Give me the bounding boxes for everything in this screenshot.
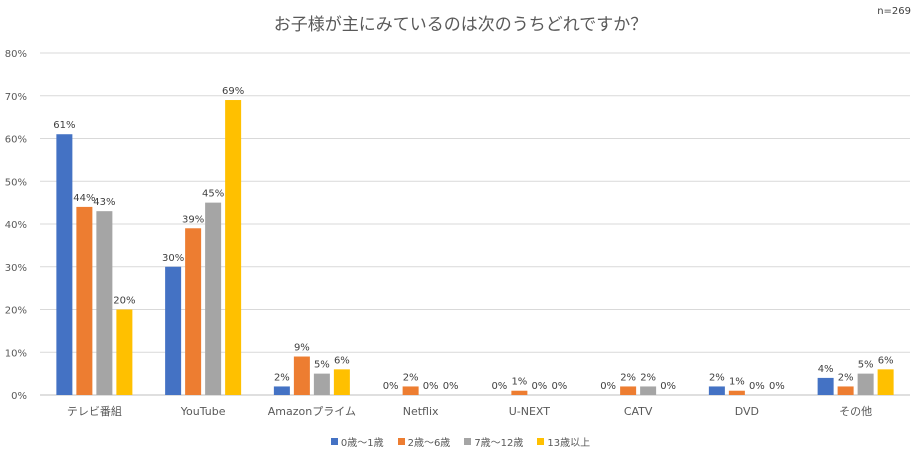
bar <box>205 202 222 395</box>
category-label: Netflix <box>403 405 439 418</box>
legend-swatch-2 <box>464 438 472 445</box>
y-tick-label: 70% <box>5 92 27 103</box>
legend-swatch-1 <box>397 438 405 445</box>
data-label: 5% <box>314 360 330 371</box>
y-tick-label: 10% <box>5 348 27 359</box>
data-label: 39% <box>182 214 204 225</box>
data-label: 0% <box>600 381 616 392</box>
y-tick-label: 20% <box>5 306 27 317</box>
y-tick-label: 50% <box>5 177 27 188</box>
data-label: 44% <box>73 193 95 204</box>
bar <box>728 390 745 395</box>
chart-title: お子様が主にみているのは次のうちどれですか？ <box>273 15 648 35</box>
category-label: YouTube <box>180 405 226 418</box>
data-label: 1% <box>511 377 527 388</box>
data-label: 0% <box>551 381 567 392</box>
category-label: テレビ番組 <box>67 405 122 418</box>
category-label: U-NEXT <box>509 405 551 418</box>
legend-item-2: 7歳〜12歳 <box>464 434 523 449</box>
data-label: 69% <box>222 86 244 97</box>
data-label: 30% <box>162 253 184 264</box>
data-label: 2% <box>709 372 725 383</box>
legend-swatch-3 <box>537 438 545 445</box>
data-label: 6% <box>334 355 350 366</box>
category-label: その他 <box>839 405 872 418</box>
data-label: 2% <box>620 372 636 383</box>
bar <box>708 386 725 395</box>
bar <box>165 266 182 395</box>
data-label: 0% <box>491 381 507 392</box>
data-label: 2% <box>640 372 656 383</box>
bar <box>293 356 310 395</box>
bar <box>76 206 93 395</box>
bar <box>273 386 290 395</box>
data-label: 2% <box>838 372 854 383</box>
bar <box>313 373 330 395</box>
bar <box>96 211 113 395</box>
legend-item-0: 0歳〜1歳 <box>330 434 384 449</box>
legend-label-2: 7歳〜12歳 <box>474 438 524 449</box>
category-label: DVD <box>735 405 759 418</box>
y-tick-label: 80% <box>5 49 27 60</box>
data-label: 1% <box>729 377 745 388</box>
y-tick-label: 30% <box>5 263 27 274</box>
y-tick-label: 40% <box>5 220 27 231</box>
bar <box>116 309 133 395</box>
data-label: 0% <box>769 381 785 392</box>
bar <box>837 386 854 395</box>
bar <box>857 373 874 395</box>
sample-size-note: n=269 <box>877 6 911 17</box>
bar <box>402 386 419 395</box>
data-label: 6% <box>878 355 894 366</box>
legend-item-1: 2歳〜6歳 <box>397 434 451 449</box>
data-label: 20% <box>113 296 135 307</box>
data-label: 9% <box>294 343 310 354</box>
data-label: 5% <box>858 360 874 371</box>
bar <box>511 390 528 395</box>
bar <box>877 369 894 395</box>
data-label: 2% <box>403 372 419 383</box>
bar <box>333 369 350 395</box>
bar <box>56 134 73 395</box>
category-label: Amazonプライム <box>268 405 356 418</box>
data-label: 0% <box>423 381 439 392</box>
legend-swatch-0 <box>330 438 338 445</box>
data-label: 61% <box>53 120 75 131</box>
y-tick-label: 0% <box>11 391 27 402</box>
data-label: 0% <box>531 381 547 392</box>
data-label: 43% <box>93 197 115 208</box>
category-label: CATV <box>624 405 653 418</box>
legend-label-3: 13歳以上 <box>547 438 591 449</box>
bar <box>817 377 834 395</box>
legend-label-1: 2歳〜6歳 <box>407 438 451 449</box>
data-label: 2% <box>274 372 290 383</box>
y-tick-label: 60% <box>5 135 27 146</box>
bar <box>225 100 242 396</box>
bar <box>185 228 202 395</box>
data-label: 0% <box>660 381 676 392</box>
bar <box>620 386 637 395</box>
data-label: 0% <box>749 381 765 392</box>
legend-item-3: 13歳以上 <box>537 434 590 449</box>
data-label: 0% <box>443 381 459 392</box>
bar <box>640 386 657 395</box>
data-label: 4% <box>818 364 834 375</box>
data-label: 0% <box>383 381 399 392</box>
chart-legend: 0歳〜1歳 2歳〜6歳 7歳〜12歳 13歳以上 <box>0 434 921 449</box>
legend-label-0: 0歳〜1歳 <box>340 438 384 449</box>
data-label: 45% <box>202 189 224 200</box>
